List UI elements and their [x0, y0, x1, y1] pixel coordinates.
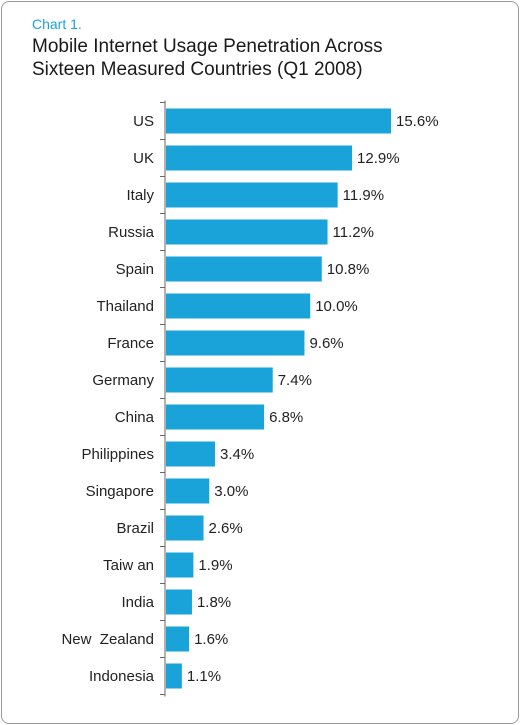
- data-label: 2.6%: [209, 520, 243, 537]
- category-label: New Zealand: [61, 631, 154, 648]
- chart-number-label: Chart 1.: [32, 16, 82, 32]
- chart-title: Mobile Internet Usage Penetration Across…: [32, 35, 502, 81]
- data-label: 1.9%: [198, 557, 232, 574]
- chart-title-line-1: Mobile Internet Usage Penetration Across: [32, 36, 383, 57]
- bar: [166, 478, 210, 504]
- data-label: 9.6%: [309, 335, 343, 352]
- data-label: 15.6%: [396, 113, 439, 130]
- category-label: China: [115, 409, 155, 426]
- category-label: Indonesia: [89, 668, 155, 685]
- data-label: 10.8%: [327, 261, 370, 278]
- bar: [166, 515, 204, 541]
- category-label: Taiw an: [103, 557, 154, 574]
- bar: [166, 256, 322, 282]
- bar: [166, 626, 190, 652]
- bar: [166, 219, 328, 245]
- category-label: Russia: [108, 224, 155, 241]
- category-label: Italy: [126, 187, 154, 204]
- bar: [166, 367, 273, 393]
- bar: [166, 108, 391, 134]
- data-label: 11.9%: [343, 187, 384, 204]
- category-label: Brazil: [116, 520, 154, 537]
- data-label: 10.0%: [315, 298, 358, 315]
- bar: [166, 293, 311, 319]
- chart-title-line-2: Sixteen Measured Countries (Q1 2008): [32, 59, 363, 80]
- category-label: Thailand: [96, 298, 154, 315]
- category-label: India: [121, 594, 154, 611]
- bar: [166, 441, 216, 467]
- category-label: France: [107, 335, 154, 352]
- bar: [166, 404, 265, 430]
- data-label: 3.4%: [220, 446, 254, 463]
- data-label: 1.6%: [194, 631, 228, 648]
- bar: [166, 182, 338, 208]
- data-label: 1.1%: [187, 668, 221, 685]
- category-label: Singapore: [86, 483, 154, 500]
- category-label: Spain: [116, 261, 154, 278]
- bar: [166, 589, 192, 615]
- data-label: 3.0%: [214, 483, 248, 500]
- category-label: Philippines: [81, 446, 154, 463]
- data-label: 12.9%: [357, 150, 400, 167]
- category-label: US: [133, 113, 154, 130]
- data-label: 6.8%: [269, 409, 303, 426]
- bar: [166, 552, 194, 578]
- bar: [166, 330, 305, 356]
- bar: [166, 145, 353, 171]
- data-label: 1.8%: [197, 594, 231, 611]
- category-label: Germany: [92, 372, 154, 389]
- data-label: 7.4%: [278, 372, 312, 389]
- data-label: 11.2%: [333, 224, 374, 241]
- category-label: UK: [133, 150, 154, 167]
- bar: [166, 663, 182, 689]
